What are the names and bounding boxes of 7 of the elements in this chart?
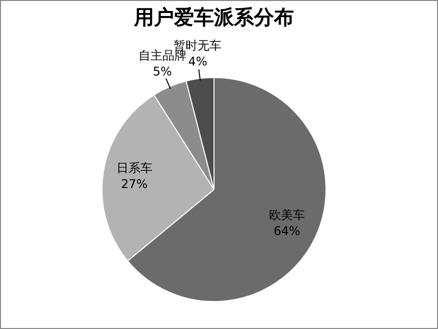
data-label: 5% xyxy=(152,64,172,78)
data-label: 64% xyxy=(274,224,300,238)
data-label: 4% xyxy=(188,54,208,69)
slice-label: 欧美车 xyxy=(268,208,305,222)
chart-title: 用户爱车派系分布 xyxy=(133,5,294,30)
data-label: 27% xyxy=(121,177,148,192)
slice-label: 日系车 xyxy=(116,161,152,176)
